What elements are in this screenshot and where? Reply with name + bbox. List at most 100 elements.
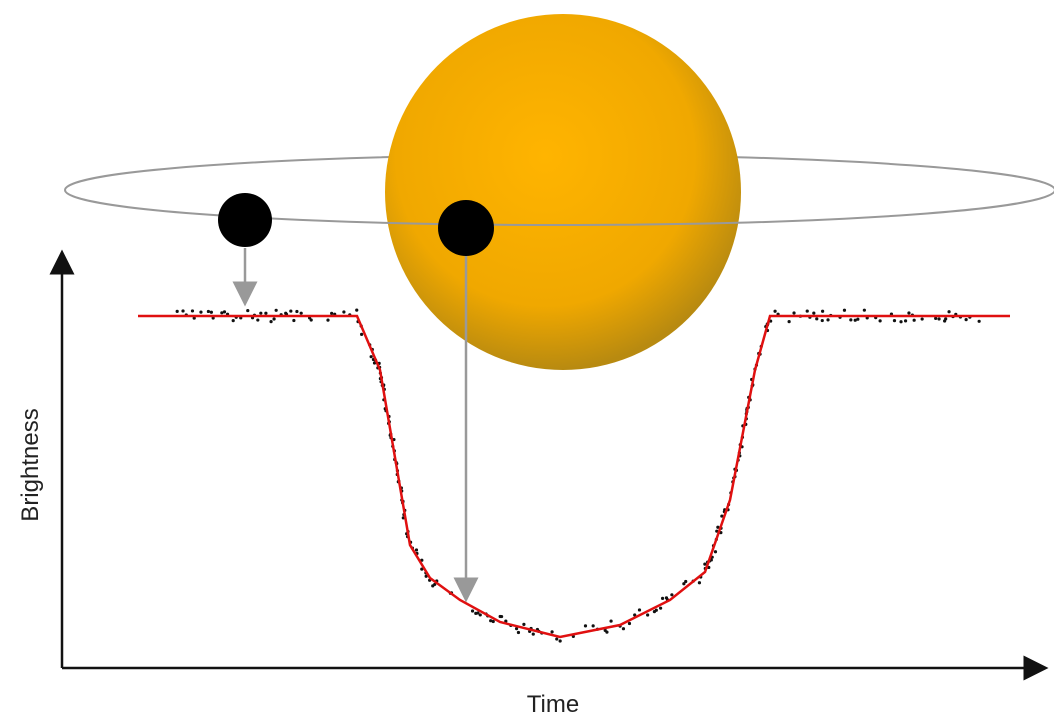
dot	[977, 319, 981, 323]
dot	[697, 581, 702, 585]
dot	[862, 308, 866, 312]
dot	[220, 311, 224, 315]
dot	[175, 309, 179, 313]
dot	[773, 309, 777, 313]
dot	[944, 317, 948, 321]
dot	[682, 582, 686, 586]
dot	[937, 317, 941, 321]
dot	[849, 318, 853, 322]
dot	[504, 619, 508, 623]
dot	[903, 319, 908, 323]
dot	[360, 332, 364, 336]
dot	[684, 579, 688, 584]
dot	[292, 318, 296, 323]
dot	[934, 316, 938, 320]
dot	[826, 318, 830, 322]
dot	[478, 613, 482, 617]
planet-outside	[218, 193, 272, 247]
dot	[964, 318, 968, 322]
dot	[907, 311, 911, 315]
dot	[947, 310, 951, 314]
dot	[654, 608, 658, 612]
dot	[269, 320, 273, 324]
light-curve	[138, 314, 1010, 639]
dot	[299, 311, 303, 315]
dot	[637, 608, 642, 612]
dot	[720, 514, 724, 518]
dot	[181, 309, 185, 313]
dot	[489, 619, 493, 623]
dot	[878, 319, 882, 323]
x-axis-label: Time	[527, 691, 579, 718]
orbit-front	[64, 189, 1054, 226]
dot	[295, 309, 299, 314]
dot	[246, 308, 250, 313]
dot	[355, 308, 359, 312]
dot	[659, 606, 663, 610]
dot	[272, 317, 276, 321]
dot	[326, 318, 330, 322]
dot	[812, 311, 816, 315]
y-axis-label: Brightness	[17, 408, 44, 521]
dot	[899, 320, 903, 324]
dot	[522, 622, 526, 626]
dot	[715, 529, 719, 533]
dot	[609, 619, 613, 623]
dot	[199, 310, 203, 314]
planet-transit	[438, 200, 494, 256]
dot	[920, 317, 924, 321]
dot	[420, 567, 424, 571]
dot	[209, 310, 213, 314]
dot	[192, 316, 196, 320]
dot	[289, 309, 293, 313]
dot	[627, 621, 632, 626]
dot	[856, 317, 860, 321]
dot	[842, 308, 847, 312]
dot	[591, 624, 595, 628]
dot	[433, 582, 437, 587]
dot	[264, 311, 268, 315]
dot	[605, 630, 609, 634]
dot	[703, 562, 707, 566]
dot	[633, 613, 637, 617]
dot	[531, 632, 535, 636]
dot	[713, 550, 718, 554]
dot	[206, 309, 211, 314]
dot	[342, 310, 346, 314]
dot	[815, 317, 819, 321]
dot	[369, 355, 373, 359]
dot	[372, 361, 377, 365]
dot	[853, 318, 857, 322]
dot	[787, 319, 791, 324]
dot	[792, 311, 796, 315]
dot	[259, 311, 263, 315]
dot	[470, 609, 475, 613]
dot	[190, 309, 195, 313]
dot	[424, 574, 428, 578]
dot	[231, 319, 235, 323]
dot	[491, 619, 495, 624]
dot	[660, 596, 665, 600]
dot	[646, 613, 650, 617]
dot	[670, 593, 674, 597]
dot	[476, 611, 480, 615]
dot	[274, 308, 278, 312]
dot	[555, 637, 559, 641]
dot	[912, 318, 916, 322]
dot	[514, 627, 519, 631]
dot	[256, 318, 260, 322]
dot	[820, 318, 824, 323]
dot	[805, 309, 809, 313]
dot	[222, 310, 227, 314]
dot	[550, 630, 554, 634]
star	[385, 14, 741, 370]
dot	[330, 311, 334, 315]
dot	[583, 624, 588, 628]
dot	[211, 316, 215, 320]
dot	[499, 614, 504, 619]
dot	[414, 548, 419, 552]
dot	[621, 627, 626, 631]
dot	[716, 525, 720, 529]
